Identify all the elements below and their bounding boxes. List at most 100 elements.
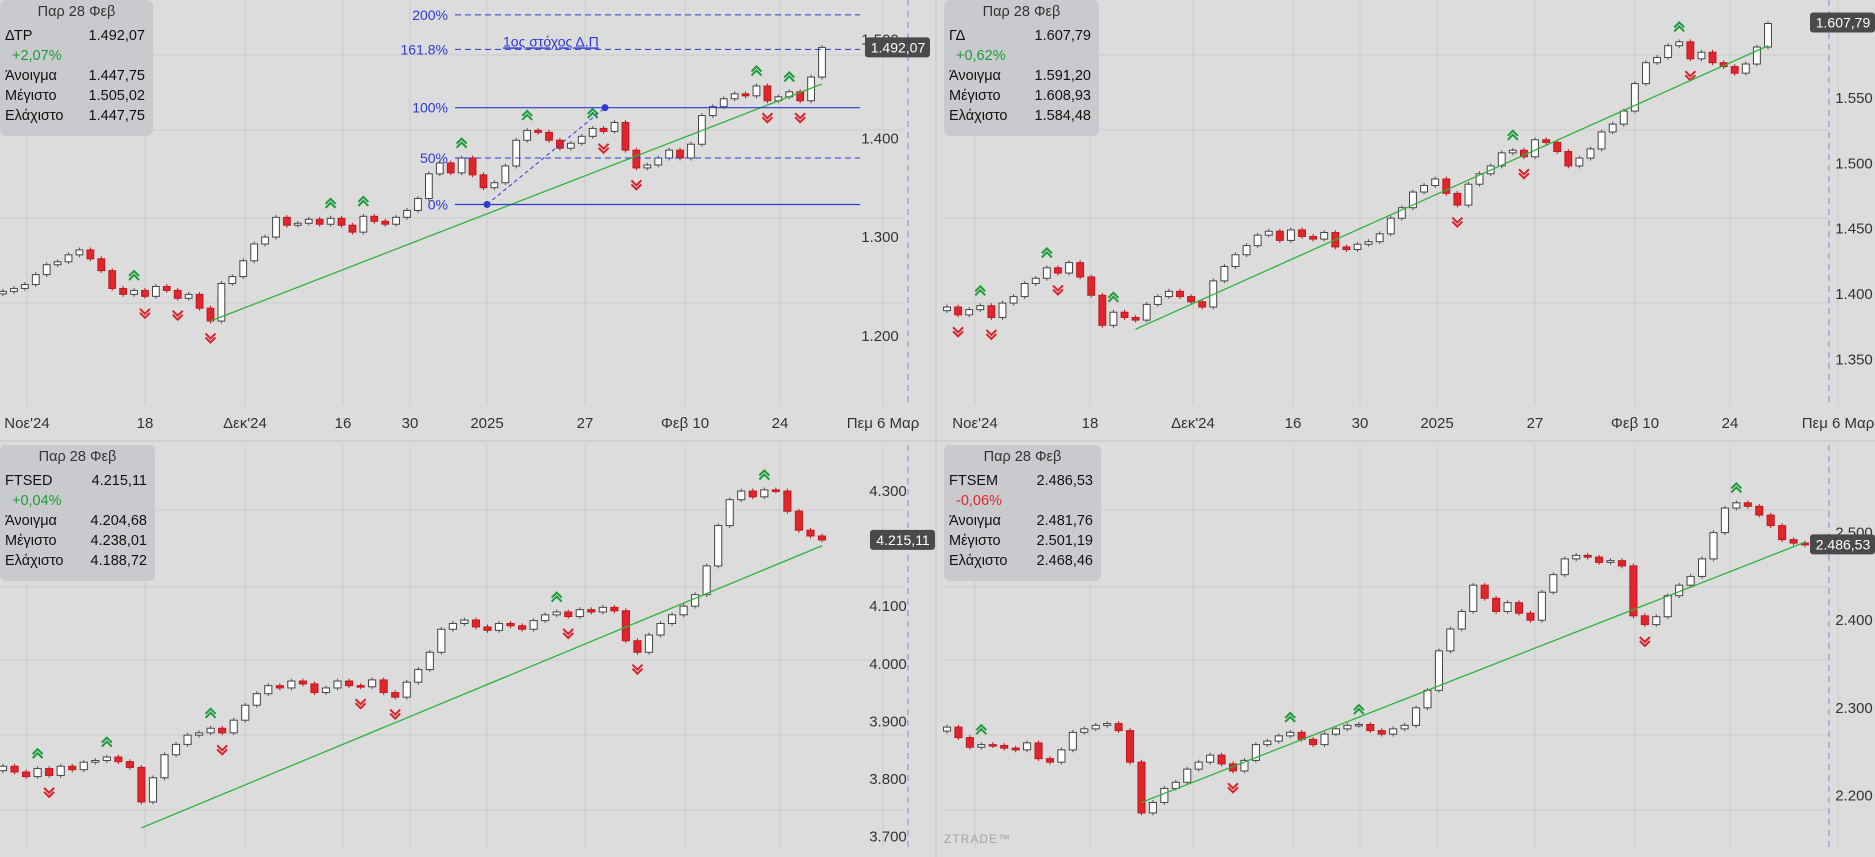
candle-body [1206,754,1215,763]
candle-body [1164,290,1173,298]
candle-body [1514,602,1524,614]
candle-body [771,489,780,492]
info-change: +2,07% [12,48,62,64]
y-tick-label: 1.400 [1835,286,1873,303]
candle-body [348,224,357,233]
candle-body [965,309,974,316]
candle-body [1148,801,1157,814]
candle-body [1251,744,1260,761]
candle-body [151,285,160,297]
candle-body [370,215,379,222]
candle-body [965,737,974,748]
candle-body [1575,157,1584,167]
candle-body [541,614,550,622]
candle-body [391,692,400,698]
candle-body [1389,728,1398,735]
price-tag-text: 1.492,07 [871,39,926,55]
swing-high-marker [128,269,140,281]
candle-body [64,254,73,263]
y-tick-label: 1.350 [1835,351,1873,368]
candle-body [310,683,319,694]
candle-body [1286,229,1295,241]
info-date: Παρ 28 Φεβ [983,449,1062,465]
candle-body [942,726,952,732]
candle-body [468,157,477,176]
candle-body [954,306,963,316]
candle-body [424,173,433,200]
candle-body [501,165,510,184]
candle-body [425,651,434,671]
candle-body [1619,110,1628,125]
info-open: 4.204,68 [90,513,147,529]
candle-body [763,85,772,102]
candle-body [1309,235,1318,240]
x-tick-label: Πεμ 6 Μαρ [1802,415,1875,432]
candle-body [1549,574,1558,593]
candle-body [714,525,723,567]
swing-high-marker [204,707,217,719]
candle-body [1098,294,1107,326]
candle-body [1103,723,1112,726]
candle-body [304,218,313,224]
swing-low-marker [172,310,184,322]
candle-body [252,693,261,706]
candle-body [141,289,149,297]
x-tick-label: 27 [577,415,594,432]
last-price-tag: 4.215,11 [870,529,935,550]
candle-body [1194,761,1203,770]
info-low: 4.188,72 [90,553,147,569]
candle-body [229,719,238,734]
candle-body [656,622,665,636]
candle-body [494,622,504,631]
x-tick-label: Δεκ'24 [223,415,267,432]
candle-body [1274,735,1283,742]
y-tick-label: 1.500 [1835,155,1873,172]
candle-body [114,756,123,763]
candle-body [1697,558,1707,577]
candle-body [148,777,158,803]
candle-body [518,625,527,630]
fib-note: 1ος στόχος Δ.Π [503,33,599,49]
candle-body [1743,502,1752,507]
candle-body [173,289,182,299]
candle-body [1709,532,1718,560]
candle-body [1034,742,1043,760]
candle-body [1434,650,1443,691]
candle-body [333,680,342,689]
swing-low-marker [216,744,228,756]
info-high-label: Μέγιστο [5,533,57,549]
candle-body [783,490,792,512]
candle-body [79,761,88,771]
candle-body [414,669,423,683]
candles-gd [943,20,1772,341]
swing-high-marker [521,109,533,121]
candle-body [1366,723,1375,732]
swing-low-marker [389,708,401,720]
candle-body [321,687,331,694]
x-tick-label: Νοε'24 [952,415,997,432]
x-tick-label: Δεκ'24 [1171,415,1215,432]
info-low-label: Ελάχιστο [949,553,1008,569]
candle-body [1537,591,1546,621]
price-tag-box [865,37,930,58]
swing-low-marker [139,308,151,320]
x-tick-label: 27 [1527,415,1544,432]
candle-body [20,283,29,289]
candle-body [261,236,269,245]
candle-body [1686,575,1695,586]
candle-body [1675,41,1684,47]
price-tag-text: 2.486,53 [1816,536,1871,552]
info-high: 2.501,19 [1036,533,1093,549]
candle-body [687,143,695,159]
candle-body [1240,759,1249,772]
candle-body [760,489,769,498]
candle-body [272,216,280,238]
y-tick-label: 1.300 [861,229,899,246]
swing-high-marker [783,71,795,83]
candle-body [162,285,171,291]
swing-high-marker [1284,711,1296,723]
candle-body [1531,139,1539,158]
candle-body [344,680,354,687]
candle-body [708,106,717,117]
candle-body [130,289,138,295]
